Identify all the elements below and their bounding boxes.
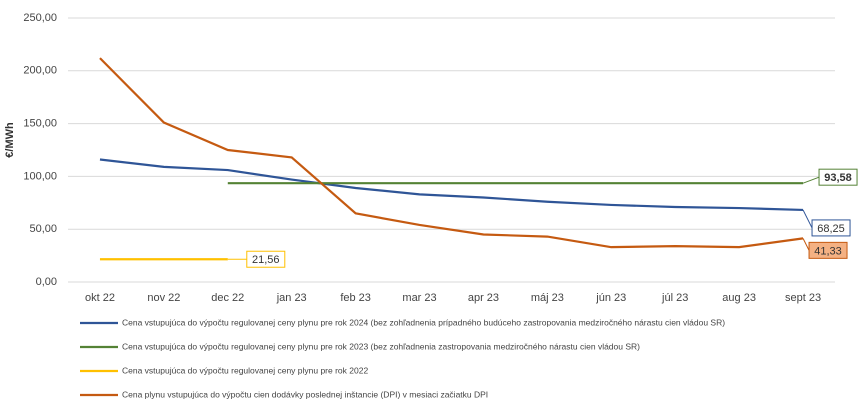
leader-line xyxy=(802,209,813,229)
leader-line xyxy=(802,238,810,251)
label-box xyxy=(811,219,851,237)
x-tick-label: apr 23 xyxy=(468,292,499,304)
leader-line xyxy=(802,176,820,184)
label-box xyxy=(818,168,858,186)
data-label: 41,33 xyxy=(814,245,842,257)
data-label: 93,58 xyxy=(824,172,852,184)
x-tick-label: jún 23 xyxy=(595,292,626,304)
x-tick-label: sept 23 xyxy=(785,292,821,304)
x-tick-label: máj 23 xyxy=(531,292,564,304)
x-tick-label: nov 22 xyxy=(147,292,180,304)
legend-label: Cena plynu vstupujúca do výpočtu cien do… xyxy=(122,389,488,399)
y-tick-label: 50,00 xyxy=(29,223,57,235)
x-tick-label: dec 22 xyxy=(211,292,244,304)
y-tick-label: 150,00 xyxy=(23,118,57,130)
x-tick-label: júl 23 xyxy=(661,292,688,304)
series-line xyxy=(99,57,804,249)
x-tick-label: okt 22 xyxy=(85,292,115,304)
y-tick-label: 0,00 xyxy=(36,276,57,288)
label-box xyxy=(246,250,286,268)
legend-label: Cena vstupujúca do výpočtu regulovanej c… xyxy=(122,365,368,375)
data-label: 21,56 xyxy=(252,254,280,266)
y-tick-label: 200,00 xyxy=(23,65,57,77)
legend-label: Cena vstupujúca do výpočtu regulovanej c… xyxy=(122,341,640,351)
x-tick-label: jan 23 xyxy=(276,292,307,304)
x-tick-label: feb 23 xyxy=(340,292,371,304)
data-label: 68,25 xyxy=(817,223,845,235)
label-box xyxy=(808,241,848,259)
legend: Cena vstupujúca do výpočtu regulovanej c… xyxy=(80,317,725,399)
y-axis-label: €/MWh xyxy=(4,122,16,158)
x-tick-label: mar 23 xyxy=(402,292,436,304)
y-tick-label: 250,00 xyxy=(23,12,57,24)
series-line xyxy=(99,158,804,212)
x-tick-label: aug 23 xyxy=(722,292,756,304)
y-tick-label: 100,00 xyxy=(23,170,57,182)
legend-label: Cena vstupujúca do výpočtu regulovanej c… xyxy=(122,317,725,327)
